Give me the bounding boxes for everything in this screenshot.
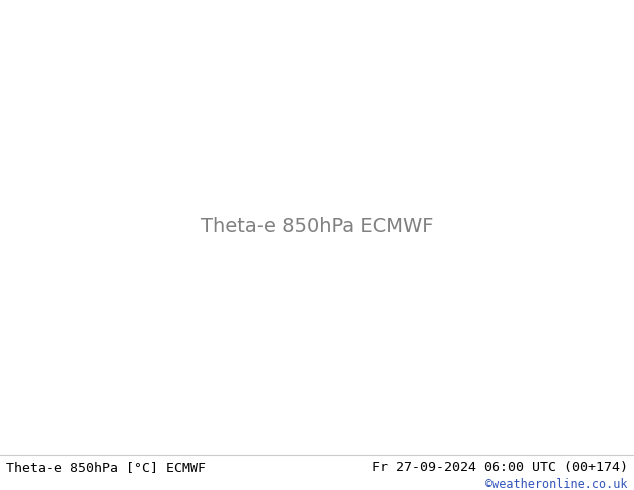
Text: Fr 27-09-2024 06:00 UTC (00+174): Fr 27-09-2024 06:00 UTC (00+174): [372, 461, 628, 474]
Text: Theta-e 850hPa [°C] ECMWF: Theta-e 850hPa [°C] ECMWF: [6, 461, 206, 474]
Text: Theta-e 850hPa ECMWF: Theta-e 850hPa ECMWF: [201, 217, 433, 236]
Text: ©weatheronline.co.uk: ©weatheronline.co.uk: [485, 478, 628, 490]
